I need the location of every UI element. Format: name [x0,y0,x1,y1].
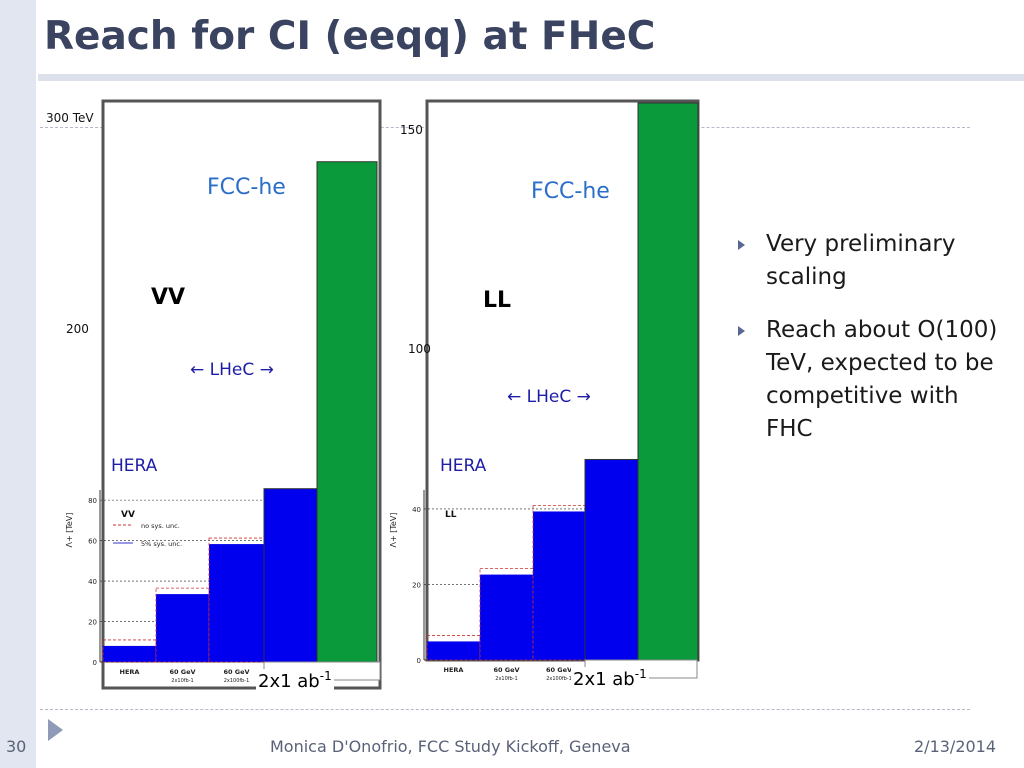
reach-bar [427,641,480,660]
reach-bar [263,488,318,663]
inner-y-tick-label: 20 [88,619,97,627]
inner-x-category-label: 60 GeV [169,668,195,676]
reach-bar [103,645,156,662]
bullet-list: Very preliminary scaling Reach about O(1… [736,228,998,466]
footer-text: Monica D'Onofrio, FCC Study Kickoff, Gen… [270,737,631,756]
inner-y-tick-label: 20 [412,581,421,589]
coupling-label: VV [151,285,186,310]
slide-title: Reach for CI (eeqq) at FHeC [44,14,656,59]
coupling-label: LL [483,288,512,313]
inner-x-category-sublabel: 2x10fb-1 [495,676,517,682]
sidebar-strip [0,0,36,768]
dashed-line-bottom [40,709,970,710]
inner-x-category-label: HERA [444,666,464,674]
fcc-he-label: FCC-he [531,179,610,204]
bullet-item: Very preliminary scaling [736,228,998,294]
outer-axis-top-label: 150 [400,123,423,137]
reach-bar [209,544,264,662]
hera-label: HERA [111,456,158,476]
inner-legend-entry: 5% sys. unc. [141,540,182,548]
reach-bar [533,511,585,660]
outer-axis-top-label: 300 TeV [46,111,94,125]
outer-axis-mid-label: 100 [408,342,431,356]
luminosity-label: 2x1 ab-1 [256,669,334,692]
inner-legend-title: LL [445,510,457,520]
no-sys-unc-outline [532,505,586,661]
title-divider [38,74,1024,81]
inner-x-category-label: 60 GeV [493,666,519,674]
no-sys-unc-outline [155,587,210,663]
bullet-text: Very preliminary scaling [766,231,956,290]
inner-y-tick-label: 0 [417,657,421,665]
hera-label: HERA [440,456,487,476]
inner-y-axis-label: Λ+ [TeV] [389,513,398,548]
inner-y-tick-label: 0 [93,659,97,667]
inner-x-category-label: 60 GeV [223,668,249,676]
bullet-text: Reach about O(100) TeV, expected to be c… [766,317,998,442]
inner-y-tick-label: 40 [412,506,421,514]
inner-x-category-label: 60 GeV [546,666,572,674]
chart-panel-ll: 40 20 0 Λ+ [TeV] LL HERA 60 GeV 2x10fb-1 60 GeV 2… [370,95,710,690]
no-sys-unc-outline [102,639,157,663]
inner-y-tick-label: 80 [88,497,97,505]
inner-x-category-label: HERA [120,668,140,676]
footer-date: 2/13/2014 [914,737,997,756]
bullet-item: Reach about O(100) TeV, expected to be c… [736,314,998,446]
lhec-label: ← LHeC → [190,360,274,380]
slide-number: 30 [6,737,27,756]
inner-y-tick-label: 40 [88,578,97,586]
no-sys-unc-outline [479,568,534,661]
chart-panel-vv: 80 60 40 20 0 Λ+ [TeV] VV no sys. unc. 5% sys. u… [40,95,390,692]
inner-y-axis-label: Λ+ [TeV] [65,513,74,548]
inner-x-category-sublabel: 2x100fb-1 [546,676,572,682]
reach-bar [156,594,209,662]
fcc-he-bar [316,161,378,663]
reach-bar [480,574,533,660]
reach-bar [584,458,639,661]
triangle-bullet-icon [738,326,745,336]
outer-axis-mid-label: 200 [66,322,89,336]
triangle-bullet-icon [738,240,745,250]
inner-x-category-sublabel: 2x10fb-1 [171,678,193,684]
inner-x-category-sublabel: 2x100fb-1 [224,678,250,684]
lhec-label: ← LHeC → [507,387,591,407]
play-arrow-icon[interactable] [48,719,63,741]
luminosity-label: 2x1 ab-1 [571,667,649,690]
fcc-he-bar [637,102,699,661]
inner-y-tick-label: 60 [88,538,97,546]
inner-legend-title: VV [121,510,135,520]
inner-legend-entry: no sys. unc. [141,522,180,530]
fcc-he-label: FCC-he [207,175,286,200]
chart-ll-svg: 40 20 0 Λ+ [TeV] LL HERA 60 GeV 2x10fb-1 60 GeV 2… [389,99,700,682]
